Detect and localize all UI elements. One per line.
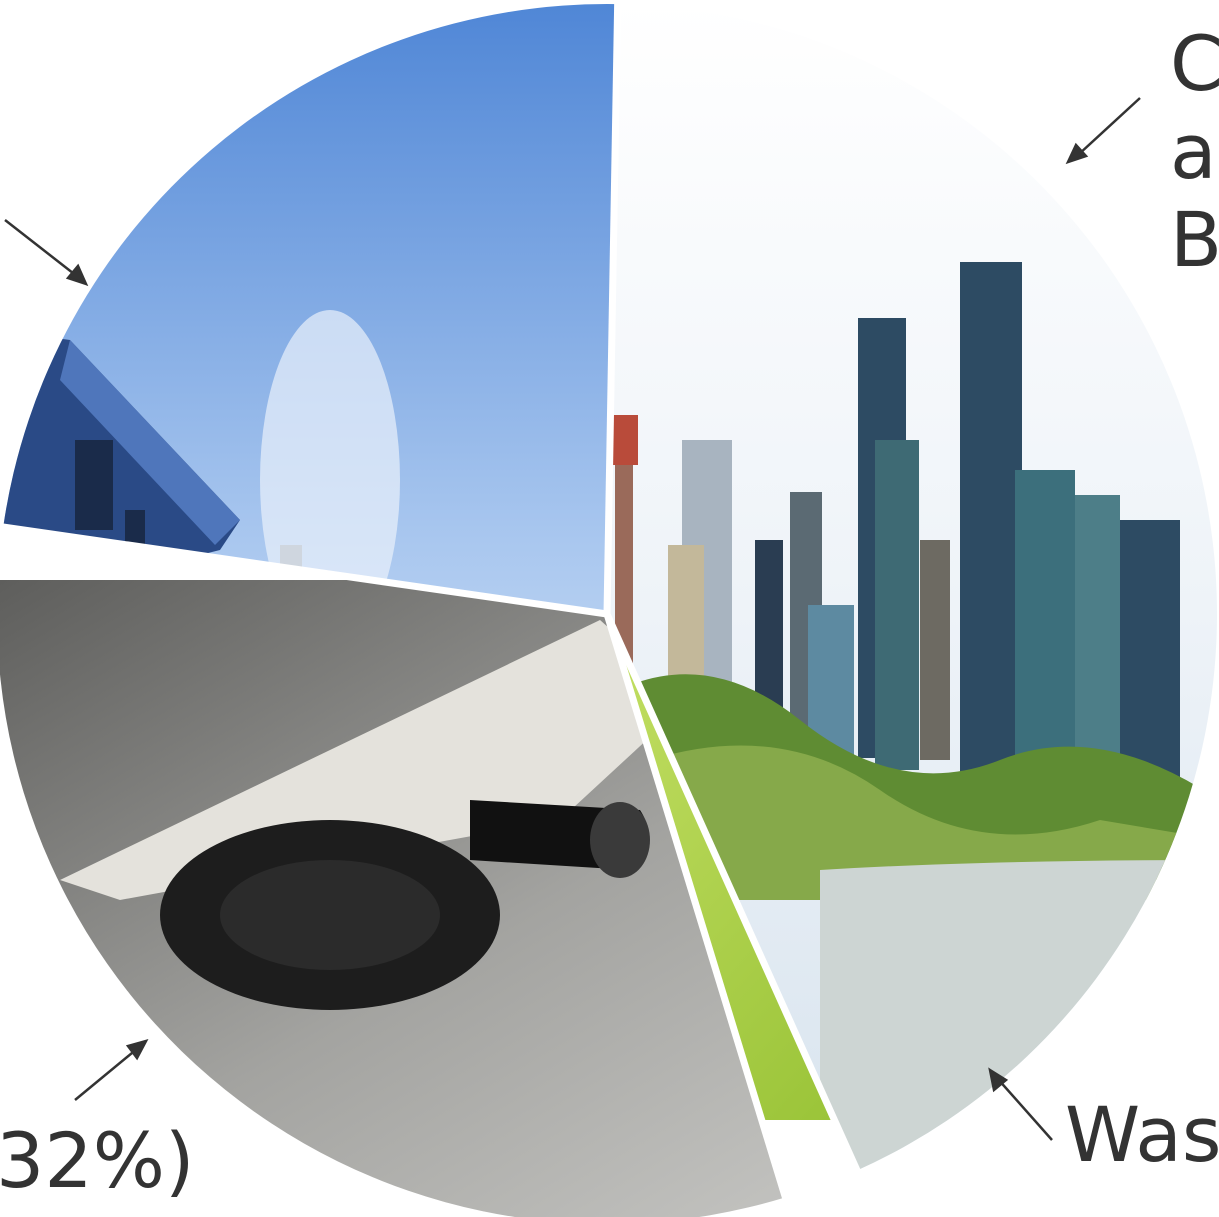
arrow-head-residential [65,263,89,287]
label-waste: Wast [1065,1090,1219,1179]
arrow-head-waste [988,1067,1009,1093]
leader-lines [4,97,1141,1141]
slice-divider-4 [0,522,608,618]
label-commercial-industrial: C ai B [1170,19,1219,284]
slice-divider-2 [603,612,863,1177]
slice-divider-3 [603,612,791,1204]
leader-line-waste [996,1077,1053,1141]
arrow-head-transportation [125,1039,149,1061]
arrow-head-commercial [1065,142,1089,165]
slice-dividers [0,0,859,1202]
leader-line-residential [4,219,79,278]
slice-divider-1 [603,0,622,615]
leader-line-transportation [74,1047,139,1101]
leader-line-commercial [1077,97,1141,156]
label-transportation: 32%) [0,1116,195,1205]
